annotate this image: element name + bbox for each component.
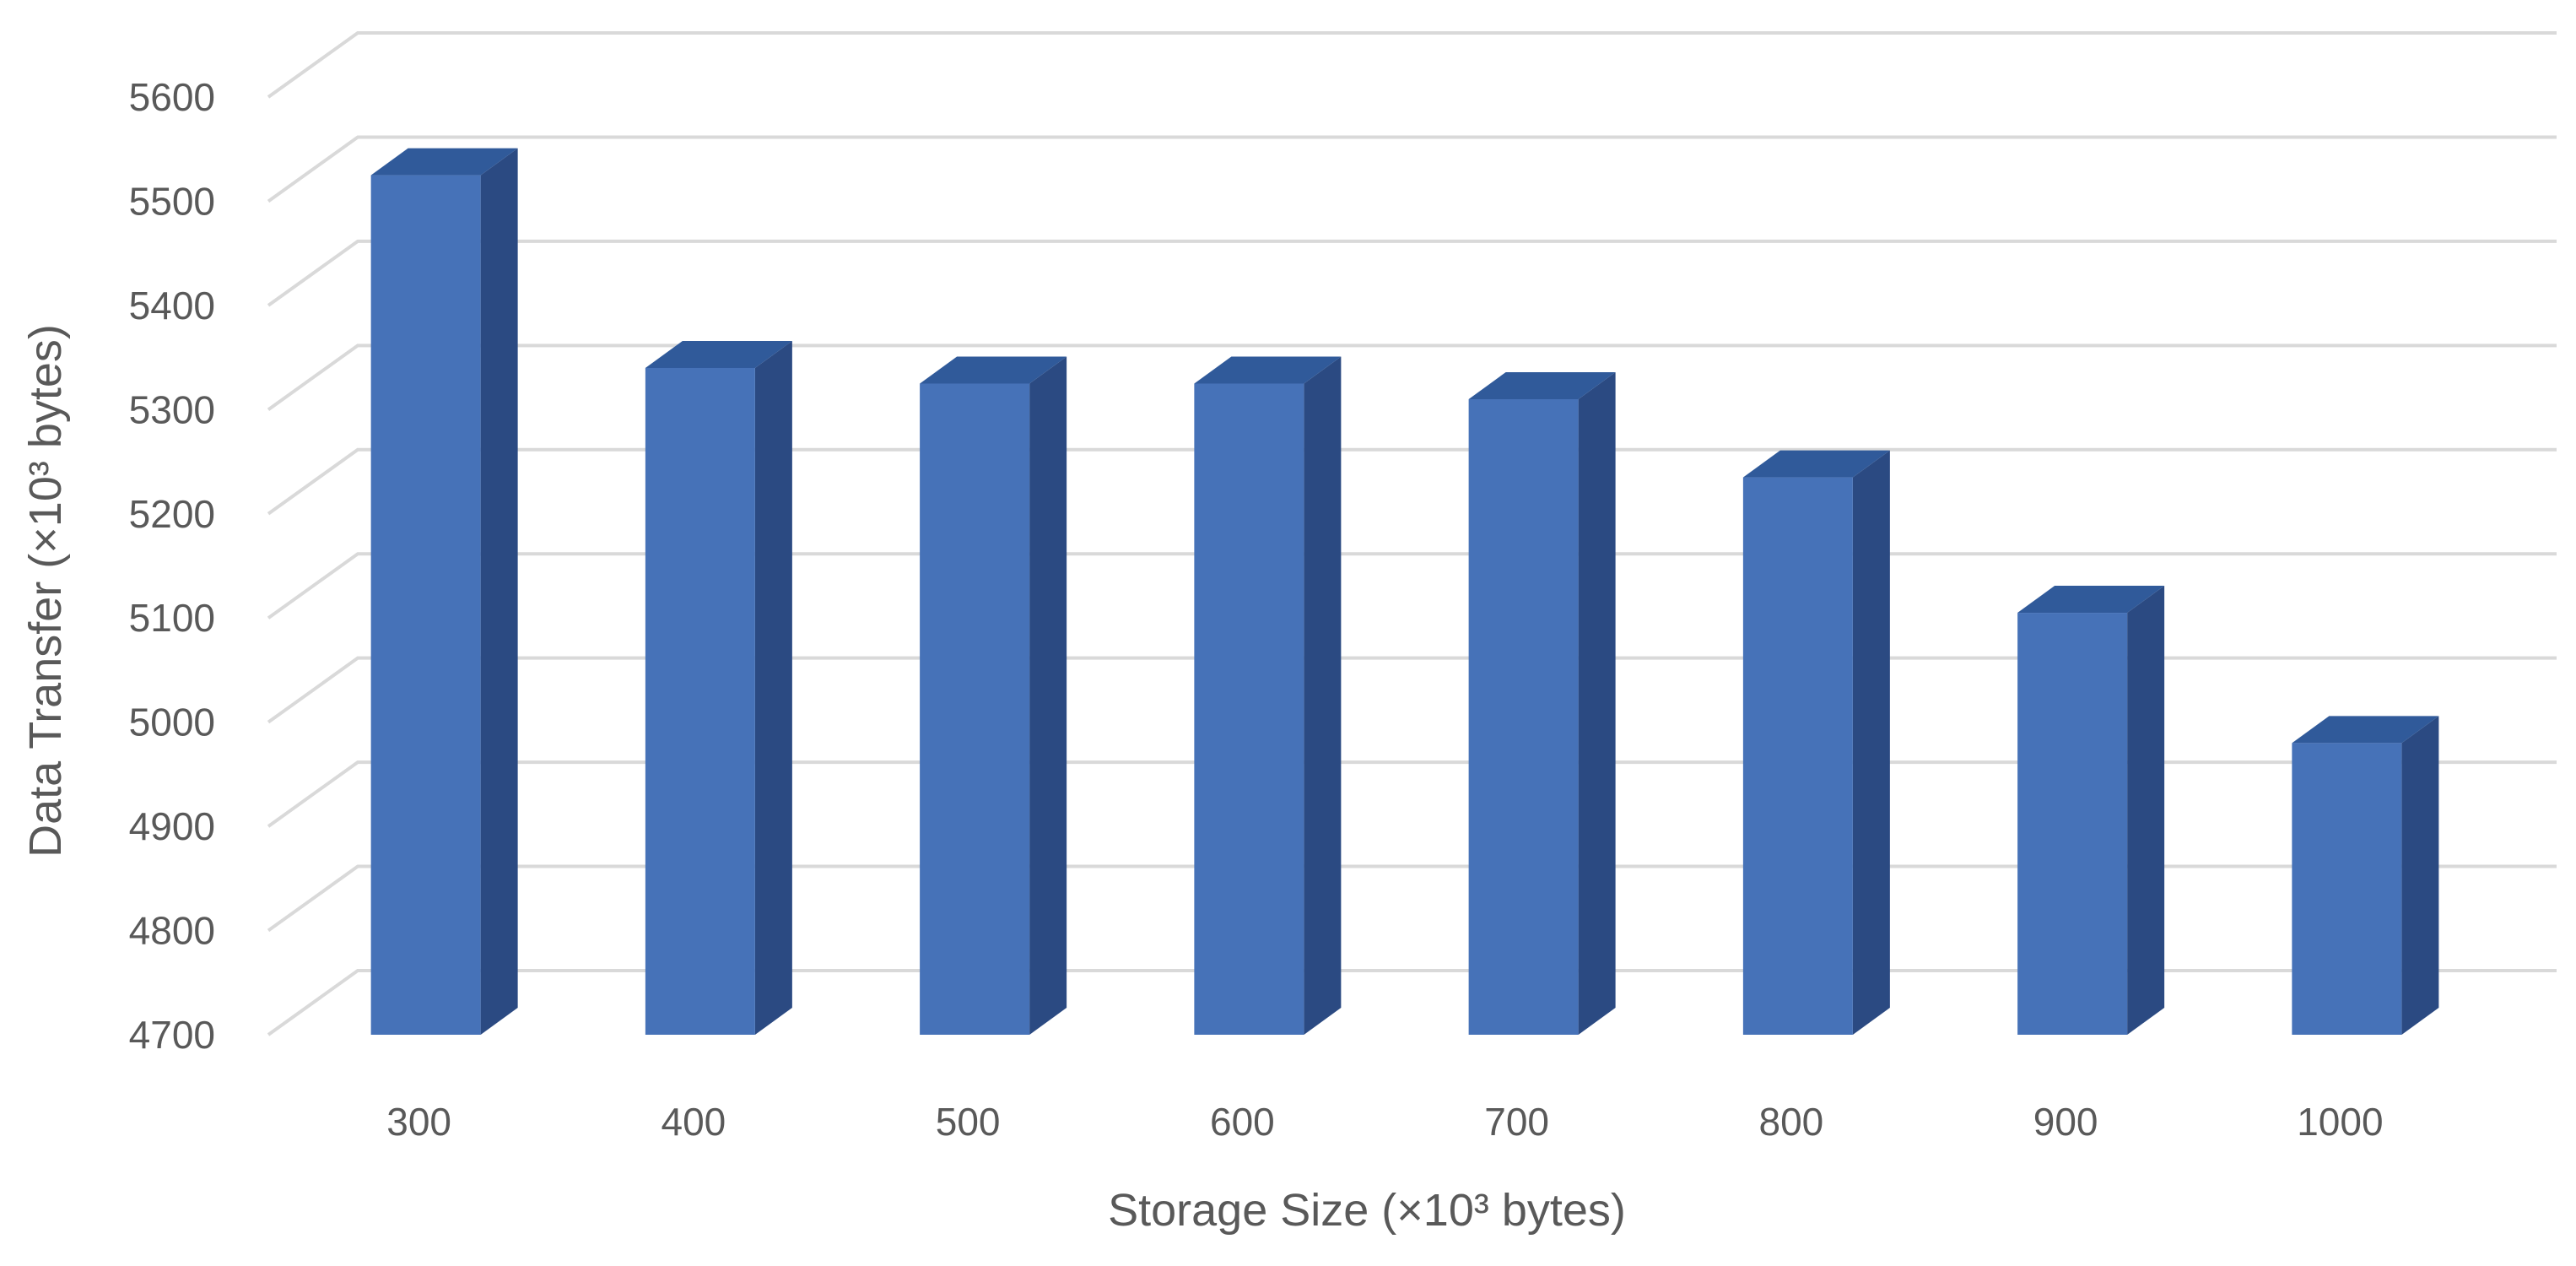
bar-front <box>1194 383 1304 1035</box>
gridline <box>267 239 2557 307</box>
gridline <box>267 552 2557 619</box>
y-axis-label: Data Transfer (×10³ bytes) <box>20 324 71 858</box>
bar-600 <box>1194 356 1342 1035</box>
bar-side <box>2127 586 2165 1035</box>
gridline <box>267 864 2557 933</box>
bar-top <box>1194 356 1342 384</box>
bar-top <box>645 340 792 368</box>
bar-900 <box>2017 586 2165 1035</box>
bar-side <box>2401 716 2439 1035</box>
bar-top <box>370 148 518 176</box>
y-tick-label: 5300 <box>129 387 215 431</box>
bar-top <box>2017 586 2165 614</box>
x-tick-label: 1000 <box>2297 1100 2383 1144</box>
bar-side <box>1852 450 1890 1035</box>
bar-front <box>370 175 481 1036</box>
y-tick-label: 5100 <box>129 596 215 640</box>
bar-front <box>2292 743 2402 1035</box>
x-tick-label: 600 <box>1210 1100 1275 1144</box>
bar-front <box>645 367 755 1035</box>
x-tick-label: 800 <box>1759 1100 1824 1144</box>
x-axis-label: Storage Size (×10³ bytes) <box>1108 1185 1626 1236</box>
bar-top <box>1468 371 1616 399</box>
bar-400 <box>645 340 792 1035</box>
y-tick-label: 4900 <box>129 804 215 848</box>
bar-front <box>1742 477 1853 1035</box>
gridline <box>267 135 2557 203</box>
gridline <box>267 760 2557 828</box>
y-tick-label: 5200 <box>129 492 215 536</box>
y-tick-label: 5000 <box>129 701 215 744</box>
bar-front <box>2017 613 2128 1035</box>
bar-side <box>1304 356 1342 1035</box>
gridline <box>267 31 2557 99</box>
bar-top <box>920 356 1067 384</box>
y-tick-label: 4700 <box>129 1013 215 1057</box>
bar-side <box>480 148 518 1035</box>
y-tick-label: 5600 <box>129 75 215 119</box>
bar-500 <box>920 356 1067 1035</box>
y-tick-label: 5400 <box>129 284 215 327</box>
bar-side <box>1029 356 1067 1035</box>
y-tick-label: 4800 <box>129 909 215 953</box>
gridline <box>267 656 2557 724</box>
bar-side <box>754 340 792 1035</box>
x-tick-label: 900 <box>2033 1100 2098 1144</box>
bar-top <box>1742 450 1890 478</box>
gridline <box>267 344 2557 411</box>
bar-700 <box>1468 371 1616 1035</box>
bar-front <box>920 383 1030 1035</box>
y-tick-label: 5500 <box>129 179 215 223</box>
x-tick-label: 500 <box>936 1100 1001 1144</box>
bar-800 <box>1742 450 1890 1035</box>
bar-side <box>1578 371 1616 1035</box>
x-axis-ticks: 300 400 500 600 700 800 900 1000 <box>386 1100 2383 1144</box>
bar-1000 <box>2292 716 2439 1035</box>
gridline <box>267 447 2557 516</box>
gridline <box>267 969 2557 1036</box>
y-axis-ticks: 4700 4800 4900 5000 5100 5200 5300 5400 5500 5600 <box>129 75 215 1057</box>
gridlines <box>267 31 2557 1036</box>
bar-300 <box>370 148 518 1036</box>
x-tick-label: 400 <box>662 1100 726 1144</box>
bars <box>370 148 2439 1036</box>
bar-top <box>2292 716 2439 744</box>
bar-front <box>1468 398 1579 1035</box>
x-tick-label: 300 <box>386 1100 451 1144</box>
x-tick-label: 700 <box>1484 1100 1549 1144</box>
